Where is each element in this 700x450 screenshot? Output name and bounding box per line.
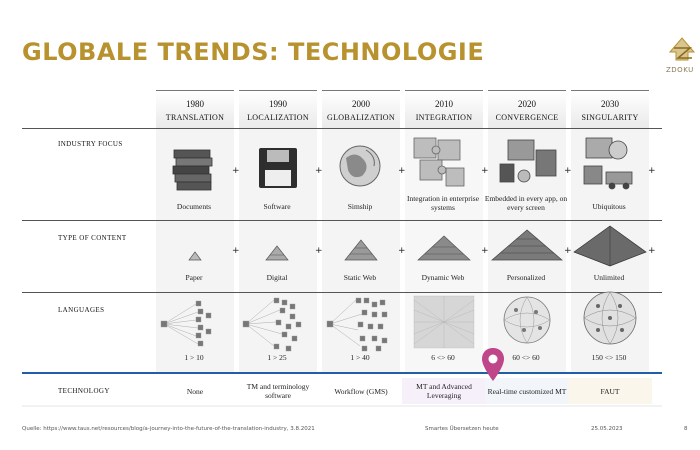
technology-cell-2020: Real-time customized MT bbox=[485, 378, 569, 404]
technology-cell-2010: MT and Advanced Leveraging bbox=[402, 378, 486, 404]
column-year: 2010 bbox=[435, 99, 453, 109]
row-label-languages: LANGUAGES bbox=[58, 306, 105, 314]
pyramid-personalized-icon bbox=[491, 229, 563, 261]
footer-page-number: 8 bbox=[684, 426, 688, 432]
plus-sign: + bbox=[315, 166, 323, 176]
plus-sign: + bbox=[481, 246, 489, 256]
focus-caption-2030: Ubiquitous bbox=[592, 202, 626, 211]
plus-sign: + bbox=[481, 166, 489, 176]
pyramid-unlimited-icon bbox=[573, 225, 647, 267]
column-year: 2030 bbox=[601, 99, 619, 109]
languages-caption-2030: 150 <> 150 bbox=[591, 353, 627, 362]
content-caption-2000: Static Web bbox=[343, 273, 377, 282]
column-name: INTEGRATION bbox=[415, 113, 473, 122]
books-icon bbox=[172, 149, 213, 191]
column-year: 2020 bbox=[518, 99, 536, 109]
plus-sign: + bbox=[315, 246, 323, 256]
focus-caption-2020: Embedded in every app, on every screen bbox=[484, 194, 568, 212]
plus-sign: + bbox=[398, 246, 406, 256]
plus-sign: + bbox=[564, 166, 572, 176]
language-network-2000-icon bbox=[326, 297, 388, 352]
column-header-2030: 2030 SINGULARITY bbox=[571, 90, 649, 129]
column-name: LOCALIZATION bbox=[247, 113, 309, 122]
footer-source: Quelle: https://www.taus.net/resources/b… bbox=[22, 426, 315, 432]
column-header-2020: 2020 CONVERGENCE bbox=[488, 90, 566, 129]
column-year: 1980 bbox=[186, 99, 204, 109]
plus-sign: + bbox=[648, 246, 656, 256]
column-year: 2000 bbox=[352, 99, 370, 109]
column-header-2010: 2010 INTEGRATION bbox=[405, 90, 483, 129]
column-name: SINGULARITY bbox=[581, 113, 639, 122]
row-divider bbox=[22, 220, 662, 221]
technology-cell-2030: FAUT bbox=[568, 378, 652, 404]
languages-caption-2010: 6 <> 60 bbox=[431, 353, 455, 362]
column-header-1980: 1980 TRANSLATION bbox=[156, 90, 234, 129]
language-network-1990-icon bbox=[242, 297, 302, 352]
plus-sign: + bbox=[564, 246, 572, 256]
focus-caption-1990: Software bbox=[263, 202, 291, 211]
plus-sign: + bbox=[232, 166, 240, 176]
column-name: TRANSLATION bbox=[165, 113, 225, 122]
pyramid-small-icon bbox=[188, 251, 202, 261]
row-label-type-of-content: TYPE OF CONTENT bbox=[58, 234, 127, 242]
pyramid-digital-icon bbox=[265, 245, 289, 261]
column-header-1990: 1990 LOCALIZATION bbox=[239, 90, 317, 129]
plus-sign: + bbox=[398, 166, 406, 176]
content-caption-2010: Dynamic Web bbox=[421, 273, 465, 282]
row-divider bbox=[22, 128, 662, 129]
languages-caption-1990: 1 > 25 bbox=[267, 353, 287, 362]
language-sphere-2030-icon bbox=[583, 291, 637, 345]
slide-title: GLOBALE TRENDS: TECHNOLOGIE bbox=[22, 38, 485, 66]
column-year: 1990 bbox=[269, 99, 287, 109]
languages-caption-2020: 60 <> 60 bbox=[512, 353, 540, 362]
pyramid-static-web-icon bbox=[344, 239, 378, 261]
plus-sign: + bbox=[232, 246, 240, 256]
row-label-technology: TECHNOLOGY bbox=[58, 387, 110, 395]
ubiquitous-devices-icon bbox=[583, 137, 633, 190]
footer-center: Smartes Übersetzen heute bbox=[425, 426, 499, 432]
puzzle-icon bbox=[413, 137, 465, 187]
focus-caption-2010: Integration in enterprise systems bbox=[406, 194, 480, 212]
column-name: CONVERGENCE bbox=[495, 113, 559, 122]
column-header-2000: 2000 GLOBALIZATION bbox=[322, 90, 400, 129]
column-name: GLOBALIZATION bbox=[327, 113, 395, 122]
language-network-2010-icon bbox=[413, 295, 475, 349]
location-pin-icon bbox=[482, 348, 504, 381]
globe-icon bbox=[339, 145, 381, 187]
language-network-1980-icon bbox=[160, 300, 212, 347]
content-caption-2030: Unlimited bbox=[593, 273, 625, 282]
pyramid-dynamic-web-icon bbox=[417, 235, 471, 261]
row-label-industry-focus: INDUSTRY FOCUS bbox=[58, 140, 123, 148]
floppy-disk-icon bbox=[259, 148, 297, 188]
technology-cell-1990: TM and terminology software bbox=[246, 382, 310, 400]
languages-caption-2000: 1 > 40 bbox=[350, 353, 370, 362]
footer-date: 25.05.2023 bbox=[591, 426, 623, 432]
languages-caption-1980: 1 > 10 bbox=[184, 353, 204, 362]
content-caption-1990: Digital bbox=[266, 273, 288, 282]
logo-text: ZDOKU bbox=[666, 66, 694, 74]
zdoku-logo-icon bbox=[668, 37, 696, 61]
technology-cell-1980: None bbox=[186, 386, 204, 396]
focus-caption-1980: Documents bbox=[176, 202, 212, 211]
language-sphere-2020-icon bbox=[503, 296, 551, 344]
content-caption-1980: Paper bbox=[185, 273, 203, 282]
focus-caption-2000: Simship bbox=[347, 202, 373, 211]
devices-icon bbox=[499, 139, 557, 183]
row-divider bbox=[22, 292, 662, 293]
plus-sign: + bbox=[648, 166, 656, 176]
technology-cell-2000: Workflow (GMS) bbox=[334, 386, 388, 396]
content-caption-2020: Personalized bbox=[506, 273, 546, 282]
